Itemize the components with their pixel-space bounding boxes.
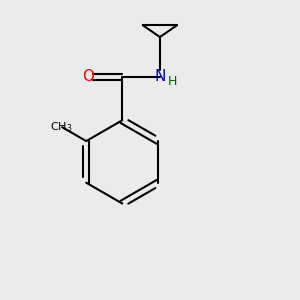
Text: O: O: [82, 69, 94, 84]
Text: H: H: [168, 75, 178, 88]
Text: CH$_3$: CH$_3$: [50, 120, 73, 134]
Text: N: N: [154, 69, 166, 84]
